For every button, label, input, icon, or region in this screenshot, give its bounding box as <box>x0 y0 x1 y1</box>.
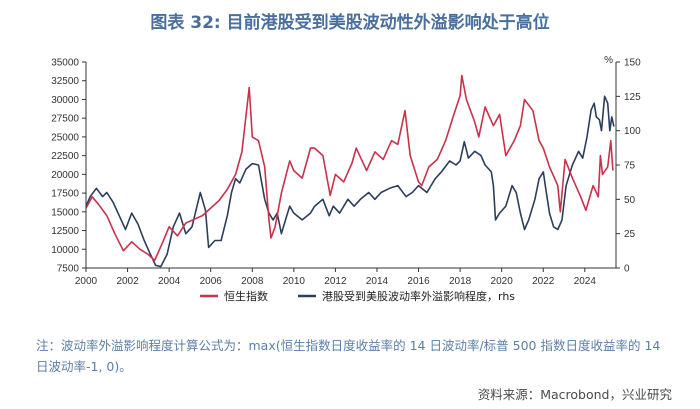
right-unit-label: % <box>604 55 613 66</box>
chart-title: 图表 32: 目前港股受到美股波动性外溢影响处于高位 <box>150 13 550 33</box>
legend: 恒生指数 港股受到美股波动率外溢影响程度，rhs <box>200 289 515 303</box>
x-tick-label: 2012 <box>324 276 347 287</box>
left-tick-label: 20000 <box>51 170 79 181</box>
hsi-series-line <box>85 74 614 262</box>
left-tick-label: 15000 <box>51 207 79 218</box>
right-tick-label: 25 <box>624 229 636 240</box>
left-tick-label: 7500 <box>57 264 80 275</box>
left-tick-label: 12500 <box>51 226 79 237</box>
x-tick-label: 2020 <box>491 276 514 287</box>
x-tick-label: 2000 <box>75 276 98 287</box>
x-tick-label: 2010 <box>283 276 306 287</box>
x-tick-label: 2024 <box>574 276 597 287</box>
x-tick-label: 2014 <box>366 276 389 287</box>
left-tick-label: 32500 <box>51 76 79 87</box>
source-credit: 资料来源：Macrobond，兴业研究 <box>477 387 672 402</box>
right-tick-label: 125 <box>624 92 641 103</box>
left-tick-label: 17500 <box>51 189 79 200</box>
x-tick-label: 2004 <box>158 276 181 287</box>
dual-axis-line-chart: 7500100001250015000175002000022500250002… <box>51 55 641 303</box>
right-tick-label: 100 <box>624 126 641 137</box>
x-tick-label: 2002 <box>116 276 139 287</box>
x-tick-label: 2006 <box>200 276 223 287</box>
left-tick-label: 35000 <box>51 58 79 69</box>
left-tick-label: 22500 <box>51 151 79 162</box>
left-tick-label: 30000 <box>51 95 79 106</box>
legend-item-spillover-label: 港股受到美股波动率外溢影响程度，rhs <box>322 289 515 303</box>
right-tick-label: 75 <box>624 161 636 172</box>
right-tick-label: 50 <box>624 195 636 206</box>
legend-item-hsi-label: 恒生指数 <box>224 289 268 303</box>
left-tick-label: 10000 <box>51 245 79 256</box>
left-tick-label: 25000 <box>51 132 79 143</box>
left-tick-label: 27500 <box>51 114 79 125</box>
right-tick-label: 150 <box>624 58 641 69</box>
x-tick-label: 2016 <box>407 276 430 287</box>
x-tick-label: 2018 <box>449 276 472 287</box>
x-tick-label: 2022 <box>532 276 555 287</box>
footnote: 注：波动率外溢影响程度计算公式为：max(恒生指数日度收益率的 14 日波动率/… <box>36 338 661 374</box>
x-tick-label: 2008 <box>241 276 264 287</box>
right-tick-label: 0 <box>624 264 630 275</box>
